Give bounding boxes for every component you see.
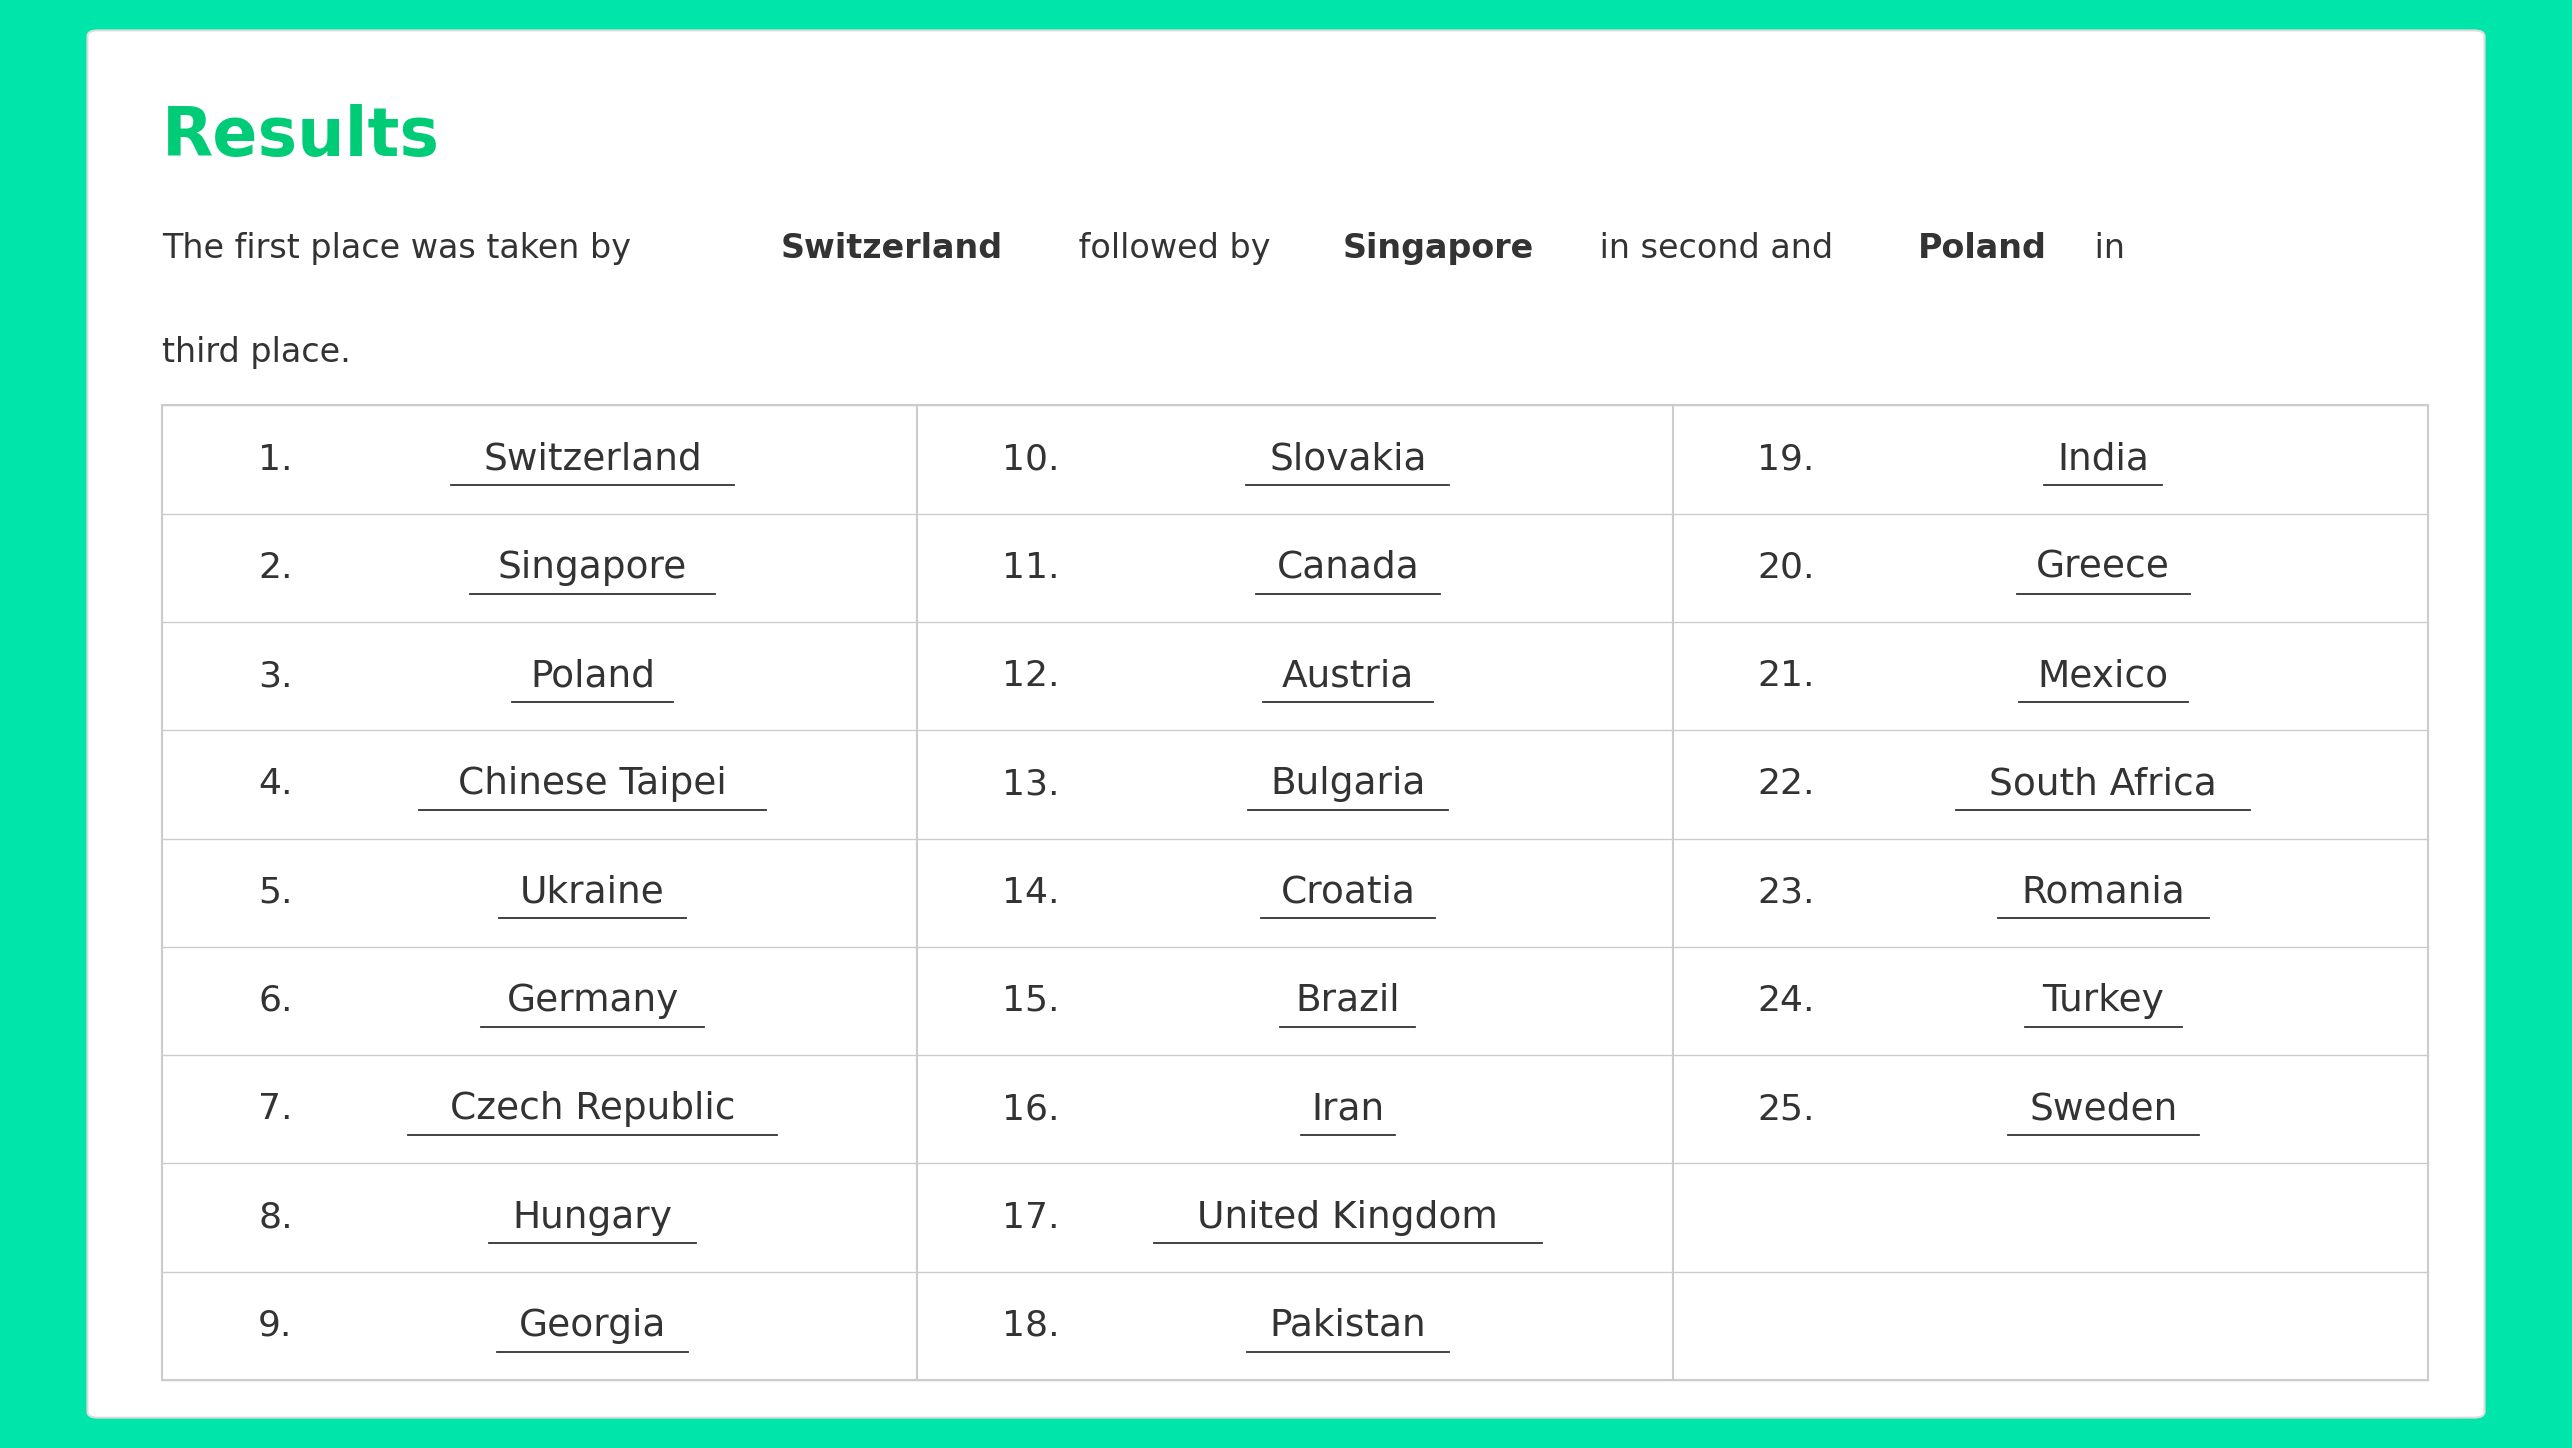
- Text: 2.: 2.: [257, 550, 293, 585]
- Text: 10.: 10.: [1003, 443, 1060, 476]
- Text: 5.: 5.: [257, 876, 293, 909]
- Text: The first place was taken by: The first place was taken by: [162, 232, 640, 265]
- Text: Mexico: Mexico: [2037, 659, 2168, 694]
- Text: third place.: third place.: [162, 336, 350, 369]
- Text: 9.: 9.: [257, 1309, 293, 1342]
- Text: Slovakia: Slovakia: [1268, 442, 1427, 478]
- Text: Romania: Romania: [2022, 875, 2186, 911]
- Text: Austria: Austria: [1281, 659, 1415, 694]
- Text: 15.: 15.: [1003, 985, 1060, 1018]
- Text: Poland: Poland: [1919, 232, 2047, 265]
- Text: 13.: 13.: [1003, 767, 1060, 801]
- Text: Iran: Iran: [1312, 1092, 1384, 1127]
- Text: Greece: Greece: [2037, 550, 2171, 586]
- Text: 18.: 18.: [1003, 1309, 1060, 1342]
- Text: United Kingdom: United Kingdom: [1199, 1199, 1499, 1235]
- Bar: [162, 405, 2428, 1380]
- Text: South Africa: South Africa: [1988, 766, 2217, 802]
- Text: 19.: 19.: [1757, 443, 1816, 476]
- Text: 11.: 11.: [1003, 550, 1060, 585]
- Text: Poland: Poland: [530, 659, 656, 694]
- Text: Results: Results: [162, 104, 440, 171]
- Text: 21.: 21.: [1757, 659, 1816, 694]
- Text: Croatia: Croatia: [1281, 875, 1415, 911]
- Text: Sweden: Sweden: [2029, 1092, 2178, 1127]
- Text: India: India: [2058, 442, 2150, 478]
- Text: Germany: Germany: [507, 983, 679, 1019]
- Text: Singapore: Singapore: [1343, 232, 1533, 265]
- Text: Brazil: Brazil: [1296, 983, 1399, 1019]
- FancyBboxPatch shape: [87, 30, 2485, 1418]
- Text: Switzerland: Switzerland: [484, 442, 702, 478]
- Text: 16.: 16.: [1003, 1092, 1060, 1127]
- Text: in second and: in second and: [1589, 232, 1844, 265]
- Text: Pakistan: Pakistan: [1271, 1308, 1427, 1344]
- Text: 3.: 3.: [257, 659, 293, 694]
- Text: Bulgaria: Bulgaria: [1271, 766, 1425, 802]
- Text: 8.: 8.: [257, 1200, 293, 1235]
- Text: Canada: Canada: [1276, 550, 1420, 586]
- Text: Hungary: Hungary: [512, 1199, 671, 1235]
- Text: 1.: 1.: [257, 443, 293, 476]
- Text: 7.: 7.: [257, 1092, 293, 1127]
- Text: 22.: 22.: [1757, 767, 1816, 801]
- Text: 4.: 4.: [257, 767, 293, 801]
- Text: Switzerland: Switzerland: [782, 232, 1003, 265]
- Text: Singapore: Singapore: [499, 550, 687, 586]
- Text: 17.: 17.: [1003, 1200, 1060, 1235]
- Text: Czech Republic: Czech Republic: [450, 1092, 736, 1127]
- Text: 25.: 25.: [1757, 1092, 1816, 1127]
- Text: 14.: 14.: [1003, 876, 1060, 909]
- Text: Turkey: Turkey: [2042, 983, 2163, 1019]
- Text: 12.: 12.: [1003, 659, 1060, 694]
- Text: 6.: 6.: [257, 985, 293, 1018]
- Text: 24.: 24.: [1757, 985, 1816, 1018]
- Text: 23.: 23.: [1757, 876, 1816, 909]
- Text: Chinese Taipei: Chinese Taipei: [458, 766, 728, 802]
- Text: Georgia: Georgia: [520, 1308, 666, 1344]
- Text: 20.: 20.: [1757, 550, 1816, 585]
- Text: followed by: followed by: [1067, 232, 1281, 265]
- Text: Ukraine: Ukraine: [520, 875, 666, 911]
- Text: in: in: [2083, 232, 2124, 265]
